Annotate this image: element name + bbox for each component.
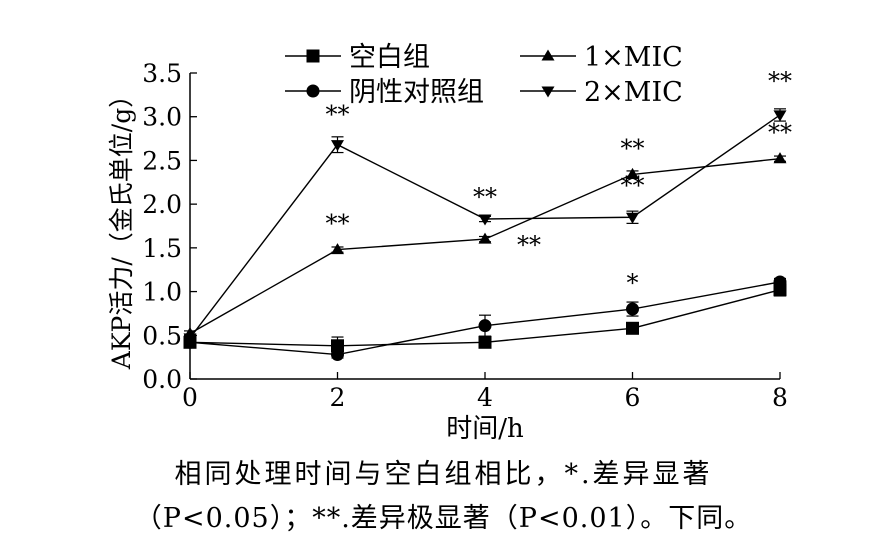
y-tick-label: 0.0 bbox=[142, 365, 182, 394]
y-tick-label: 3.5 bbox=[142, 59, 182, 88]
y-tick-label: 2.5 bbox=[142, 146, 182, 175]
x-tick-label: 6 bbox=[625, 383, 641, 412]
x-axis-label: 时间/h bbox=[446, 414, 524, 444]
caption-line-2: （P<0.05）；**.差异极显著（P<0.01）。下同。 bbox=[134, 503, 753, 534]
legend-label: 2×MIC bbox=[584, 77, 683, 108]
legend-label: 阴性对照组 bbox=[349, 77, 484, 108]
data-point bbox=[478, 335, 492, 349]
x-tick-label: 4 bbox=[477, 383, 493, 412]
data-point bbox=[478, 319, 492, 333]
data-point bbox=[478, 214, 492, 226]
line-chart: 0.00.51.01.52.02.53.03.50 2 4 6 8 **********… bbox=[107, 42, 792, 444]
series-4: ** ** ** ** bbox=[183, 67, 792, 345]
y-tick-label: 3.0 bbox=[142, 103, 182, 132]
y-tick-label: 2.0 bbox=[142, 190, 182, 219]
legend-item: 空白组 bbox=[285, 42, 430, 73]
significance-label: ** bbox=[768, 119, 792, 147]
chart-ticks: 0.0 0.5 1.0 1.5 2.0 2.5 3.0 3.5 0 2 4 6 8 bbox=[142, 59, 788, 412]
x-tick-label: 2 bbox=[330, 383, 346, 412]
legend-item: 1×MIC bbox=[520, 42, 683, 73]
data-point bbox=[626, 212, 639, 224]
series-line bbox=[189, 114, 781, 339]
significance-label: ** bbox=[621, 134, 645, 162]
series-3: ** ** ** ** bbox=[183, 119, 792, 339]
data-point bbox=[626, 167, 639, 179]
significance-label: ** bbox=[326, 210, 350, 238]
legend-marker bbox=[541, 86, 555, 98]
legend-marker bbox=[306, 84, 320, 98]
data-point bbox=[773, 110, 787, 122]
significance-label: * bbox=[627, 269, 639, 297]
chart-plot-area: ************* **** bbox=[183, 67, 792, 362]
significance-label: ** bbox=[621, 171, 645, 199]
y-tick-label: 0.5 bbox=[142, 321, 182, 350]
series-2: * bbox=[183, 269, 787, 362]
data-point bbox=[331, 243, 344, 255]
legend-label: 空白组 bbox=[349, 42, 430, 73]
data-point bbox=[478, 232, 492, 244]
data-point bbox=[626, 321, 639, 335]
legend-marker bbox=[541, 49, 555, 61]
x-tick-label: 0 bbox=[182, 383, 198, 412]
legend-item: 阴性对照组 bbox=[285, 77, 484, 108]
significance-label: ** bbox=[768, 67, 792, 95]
caption-line-1: 相同处理时间与空白组相比，*.差异显著 bbox=[174, 459, 713, 490]
y-tick-label: 1.5 bbox=[142, 234, 182, 263]
legend-item: 2×MIC bbox=[520, 77, 683, 108]
y-tick-label: 1.0 bbox=[142, 278, 182, 307]
significance-label: ** bbox=[473, 183, 497, 211]
y-axis-label: AKP活力/（金氏单位/g） bbox=[107, 83, 136, 370]
data-point bbox=[331, 140, 344, 152]
data-point bbox=[773, 275, 787, 289]
significance-label: ** bbox=[326, 101, 350, 129]
data-point bbox=[773, 152, 787, 164]
data-point bbox=[331, 348, 344, 362]
x-tick-label: 8 bbox=[772, 383, 788, 412]
significance-label: ** bbox=[517, 231, 541, 259]
data-point bbox=[183, 333, 197, 345]
data-point bbox=[626, 302, 639, 316]
legend-marker bbox=[306, 49, 320, 63]
legend-label: 1×MIC bbox=[584, 42, 683, 73]
